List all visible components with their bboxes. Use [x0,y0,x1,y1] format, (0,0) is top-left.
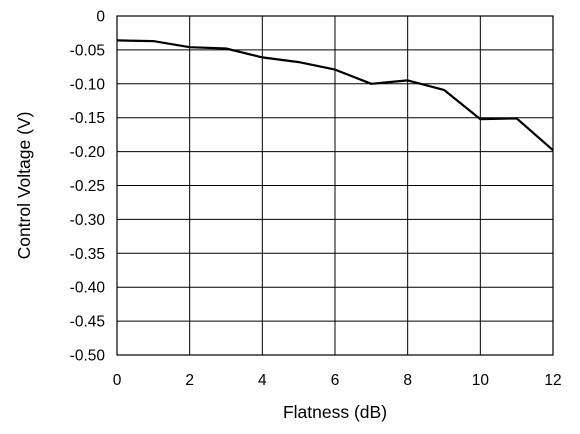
y-axis-tick-labels: 0 -0.05 -0.10 -0.15 -0.20 -0.25 -0.30 -0.35 -0.4… [70,9,106,365]
grid-lines [116,15,554,356]
x-tick-label: 6 [331,372,340,389]
y-tick-label: -0.10 [70,76,106,93]
y-tick-label: -0.50 [70,348,106,365]
x-axis-tick-labels: 0 2 4 6 8 10 12 [113,372,562,389]
y-tick-label: -0.45 [70,314,105,331]
x-tick-label: 2 [185,372,194,389]
y-tick-label: 0 [96,9,105,26]
x-tick-label: 12 [544,372,561,389]
y-tick-label: -0.20 [70,144,106,161]
series-layer [116,39,554,152]
y-tick-label: -0.25 [70,178,105,195]
y-axis-title: Control Voltage (V) [14,112,34,260]
x-tick-label: 4 [258,372,267,389]
x-axis-title: Flatness (dB) [283,402,387,422]
y-tick-label: -0.40 [70,280,106,297]
y-tick-label: -0.15 [70,110,105,127]
y-tick-label: -0.35 [70,246,105,263]
x-tick-label: 10 [472,372,490,389]
x-tick-label: 0 [113,372,122,389]
y-tick-label: -0.30 [70,212,106,229]
x-tick-label: 8 [403,372,412,389]
plot-area-frame [116,15,554,356]
series-line [116,39,554,152]
y-tick-label: -0.05 [70,42,105,59]
